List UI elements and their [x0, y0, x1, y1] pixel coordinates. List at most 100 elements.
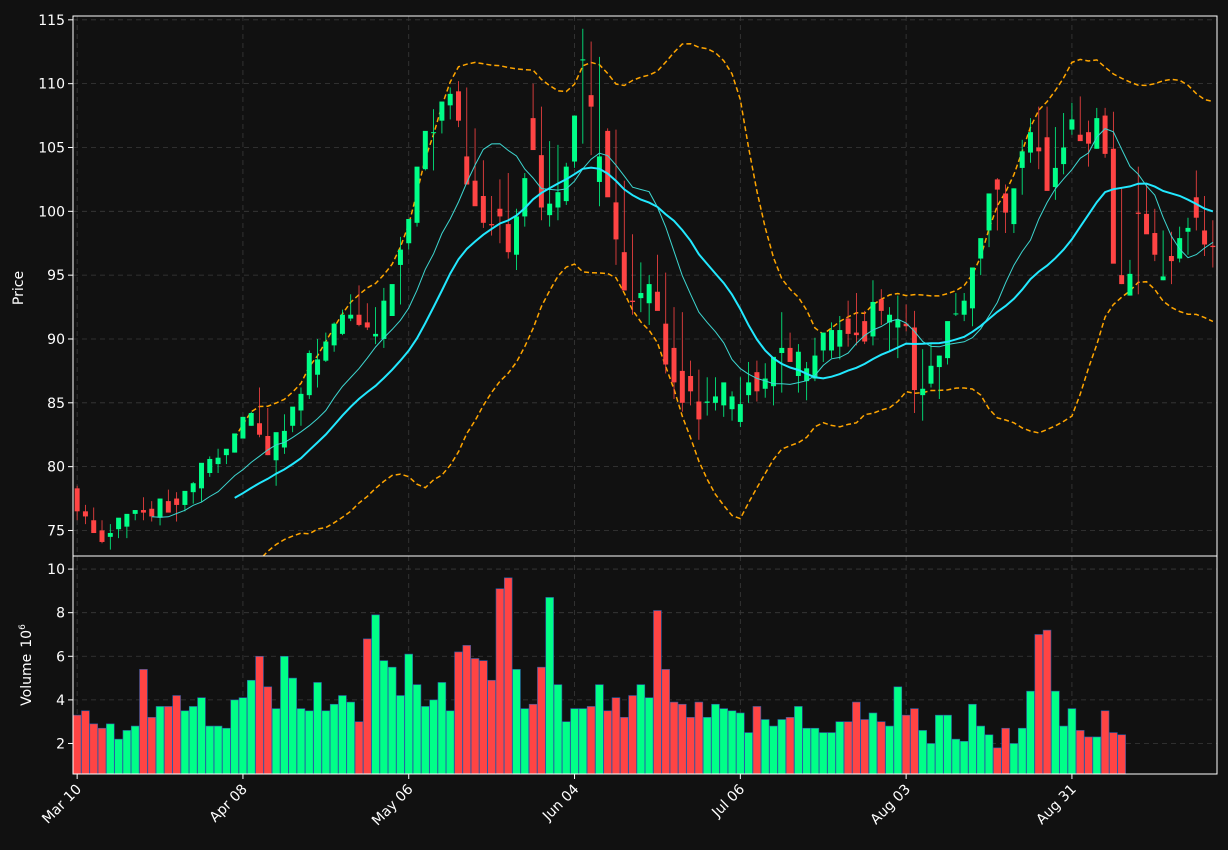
- candle: [1069, 102, 1075, 135]
- candle-body: [787, 347, 793, 362]
- candle: [986, 193, 992, 248]
- candle-body: [920, 388, 926, 396]
- volume-bar: [487, 679, 496, 775]
- volume-tick-label: 10: [47, 562, 65, 578]
- candle-body: [315, 359, 321, 375]
- volume-bar: [744, 732, 753, 775]
- candle-body: [1144, 213, 1150, 235]
- candle-body: [1193, 197, 1199, 218]
- volume-bar: [495, 588, 505, 775]
- candle-body: [853, 332, 859, 336]
- volume-bar: [106, 723, 115, 775]
- candle-body: [555, 192, 561, 208]
- candle-body: [174, 498, 180, 505]
- price-tick-label: 75: [47, 523, 65, 539]
- candle-body: [1094, 118, 1100, 149]
- candle: [1044, 106, 1050, 191]
- candle-body: [688, 376, 694, 392]
- volume-bar: [620, 717, 629, 775]
- volume-bar: [702, 717, 712, 775]
- volume-bar: [205, 725, 215, 775]
- candle: [165, 489, 171, 513]
- candle: [829, 322, 835, 359]
- candle: [348, 294, 354, 322]
- candle-body: [1052, 167, 1058, 188]
- volume-bar: [785, 717, 795, 775]
- candle: [978, 238, 984, 276]
- volume-bar: [520, 708, 530, 775]
- volume-bar: [984, 734, 994, 775]
- candle-body: [572, 115, 578, 162]
- candle: [1119, 187, 1125, 285]
- volume-bar: [877, 721, 886, 775]
- candle-body: [580, 59, 586, 61]
- price-grid: [73, 16, 1217, 556]
- volume-bar: [1075, 730, 1085, 775]
- candle-body: [422, 130, 428, 170]
- candle: [911, 310, 917, 414]
- volume-bar: [188, 706, 198, 775]
- volume-bar: [1017, 727, 1027, 775]
- candle: [712, 377, 718, 411]
- candle: [472, 128, 478, 207]
- candle: [339, 309, 345, 336]
- candle-body: [257, 423, 263, 435]
- volume-bar: [321, 710, 331, 775]
- candle: [853, 293, 859, 346]
- candle: [787, 332, 793, 362]
- volume-bar: [396, 695, 405, 775]
- volume-bar: [1009, 743, 1019, 775]
- volume-bar: [885, 725, 894, 775]
- candle-body: [887, 314, 893, 323]
- candle-body: [679, 370, 685, 403]
- candle-body: [986, 193, 992, 231]
- candle-body: [1110, 148, 1116, 264]
- candle-body: [1119, 275, 1125, 285]
- candle-body: [74, 488, 80, 512]
- candle-body: [605, 130, 611, 198]
- volume-bar: [611, 697, 621, 775]
- candle-body: [306, 353, 312, 396]
- candle: [82, 504, 88, 525]
- candle: [132, 510, 138, 521]
- candle-body: [447, 93, 453, 106]
- candle: [1202, 196, 1208, 256]
- candle-body: [1127, 273, 1133, 296]
- candle: [315, 338, 321, 388]
- candle: [215, 448, 221, 474]
- candle-body: [754, 372, 760, 392]
- candle-body: [132, 510, 138, 514]
- candle-body: [207, 458, 213, 474]
- volume-bar: [172, 695, 181, 775]
- candles: [74, 28, 1216, 550]
- volume-bar: [993, 747, 1002, 775]
- volume-bar: [810, 727, 820, 775]
- candle: [754, 360, 760, 402]
- volume-bar: [959, 740, 969, 775]
- volume-bar: [1109, 732, 1118, 775]
- volume-bar: [578, 708, 588, 775]
- volume-bar: [1100, 710, 1110, 775]
- volume-bar: [271, 708, 281, 775]
- candle: [795, 344, 801, 393]
- volume-bar: [943, 714, 952, 775]
- bollinger-bands: [234, 42, 1214, 556]
- candle: [580, 28, 586, 144]
- candle: [257, 387, 263, 438]
- candle-body: [281, 430, 287, 448]
- candle-body: [381, 300, 387, 339]
- candle: [248, 411, 254, 426]
- candle-body: [1210, 245, 1216, 248]
- candle-body: [1168, 256, 1174, 262]
- candle-body: [497, 208, 503, 217]
- candle-body: [99, 530, 105, 542]
- volume-bar: [736, 712, 745, 775]
- volume-bar: [1026, 690, 1035, 775]
- candle-body: [480, 196, 486, 223]
- candle-body: [530, 118, 536, 151]
- candle-body: [149, 508, 155, 517]
- volume-bar: [280, 655, 289, 775]
- candle-body: [223, 448, 229, 456]
- candle-body: [348, 314, 354, 319]
- candle-body: [862, 321, 868, 342]
